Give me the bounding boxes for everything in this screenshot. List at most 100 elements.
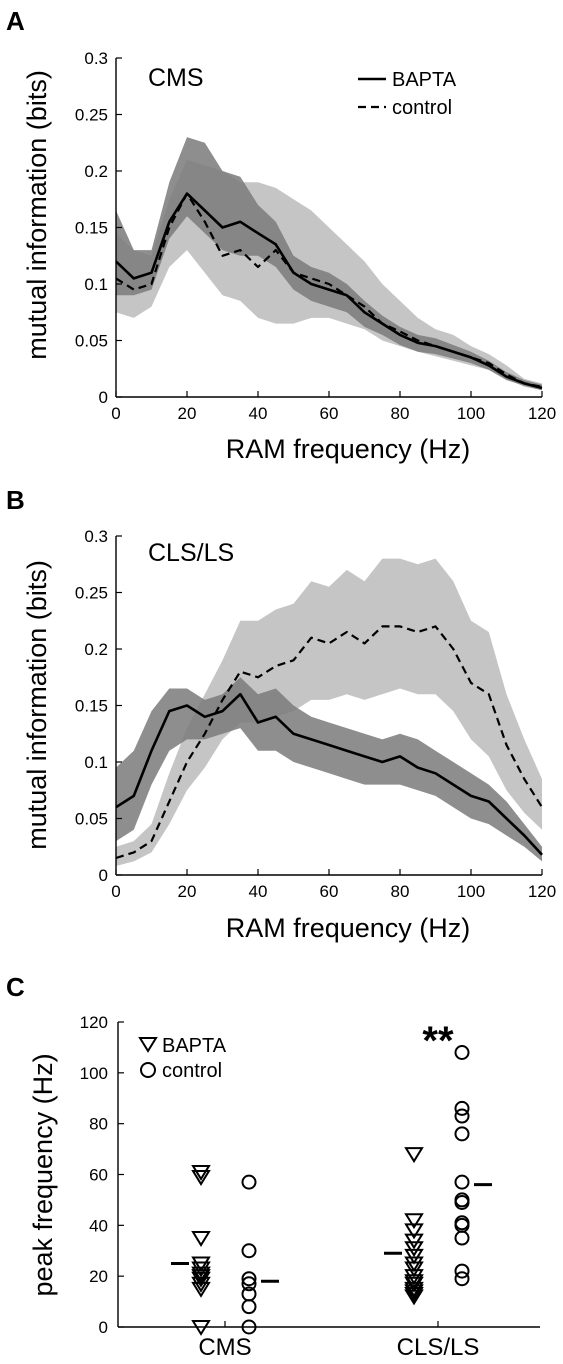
point-control-cms (241, 1174, 257, 1190)
panel-a-ytick-label: 0.25 (75, 106, 108, 125)
point-control-cls-ls (454, 1192, 470, 1208)
panel-a-ytick-label: 0 (99, 388, 108, 407)
legend-c-control-label: control (162, 1060, 222, 1082)
panel-a-ylabel: mutual information (bits) (22, 70, 52, 360)
legend-c-bapta-label: BAPTA (162, 1035, 227, 1057)
point-bapta-cms (191, 1271, 211, 1288)
panel-c-ytick-label: 80 (89, 1115, 108, 1134)
point-control-cls-ls (454, 1230, 470, 1246)
point-bapta-cms (191, 1170, 211, 1186)
point-control-cls-ls (454, 1174, 470, 1190)
panel-a-title: CMS (148, 64, 204, 92)
point-bapta-cms (191, 1276, 211, 1293)
panel-a-letter: A (6, 6, 25, 36)
panel-a-xtick-label: 100 (457, 404, 485, 423)
panel-c-ytick-label: 100 (80, 1064, 108, 1083)
point-control-cls-ls (454, 1126, 470, 1142)
point-bapta-cls-ls (404, 1241, 424, 1258)
panel-b-ylabel: mutual information (bits) (22, 560, 52, 850)
point-control-cls-ls (454, 1045, 470, 1060)
panel-c-letter: C (6, 972, 25, 1002)
point-bapta-cms (191, 1231, 211, 1247)
panel-b-xtick-label: 40 (249, 882, 268, 901)
point-control-cls-ls (454, 1271, 470, 1287)
panel-a-ytick-label: 0.2 (84, 162, 108, 181)
point-bapta-cls-ls (404, 1223, 424, 1240)
panel-a-plot: 0 0.05 0.1 0.15 0.2 0.25 0.3 0 20 40 60 80 100 120 (75, 49, 556, 423)
panel-b-ytick-label: 0.15 (75, 697, 108, 716)
panel-b-title: CLS/LS (148, 539, 234, 567)
point-bapta-cls-ls (404, 1256, 424, 1273)
point-control-cls-ls (454, 1108, 470, 1124)
panel-a-ytick-label: 0.1 (84, 275, 108, 294)
panel-b-xtick-label: 120 (528, 882, 556, 901)
point-control-cms (241, 1319, 257, 1335)
legend-circle-marker (140, 1062, 156, 1078)
point-control-cls-ls (454, 1263, 470, 1279)
panel-a-xlabel: RAM frequency (Hz) (226, 434, 471, 464)
panel-b-xlabel: RAM frequency (Hz) (226, 913, 471, 943)
panel-b-letter: B (6, 485, 25, 515)
panel-a-legend: BAPTA control (358, 69, 457, 119)
panel-c-ytick-label: 60 (89, 1166, 108, 1185)
panel-b-xtick-label: 60 (320, 882, 339, 901)
significance-marker: ** (422, 1019, 454, 1063)
panel-c-legend: BAPTA control (138, 1035, 227, 1082)
panel-a-xtick-label: 60 (320, 404, 339, 423)
point-bapta-cms (191, 1266, 211, 1283)
panel-b-ytick-label: 0.1 (84, 753, 108, 772)
point-bapta-cls-ls (404, 1276, 424, 1293)
panel-b-band-control (116, 558, 542, 866)
panel-b-ytick-label: 0.05 (75, 810, 108, 829)
panel-c-ytick-label: 20 (89, 1267, 108, 1286)
panel-b-ytick-label: 0.25 (75, 584, 108, 603)
point-control-cms (241, 1299, 257, 1315)
panel-c-ytick-label: 120 (80, 1013, 108, 1032)
panel-b-ytick-label: 0.2 (84, 640, 108, 659)
panel-a-line-control (115, 192, 543, 388)
category-label: CMS (198, 1334, 251, 1361)
point-bapta-cls-ls (404, 1233, 424, 1250)
panel-c-ytick-label: 0 (99, 1318, 108, 1337)
point-bapta-cls-ls (404, 1248, 424, 1265)
panel-b-line-bapta (115, 692, 543, 856)
legend-bapta-label: BAPTA (392, 69, 457, 91)
panel-a-xtick-label: 20 (178, 404, 197, 423)
panel-c-ytick-label: 40 (89, 1216, 108, 1235)
point-control-cls-ls (454, 1100, 470, 1116)
point-control-cms (241, 1276, 257, 1292)
panel-c-ylabel: peak frequency (Hz) (28, 1053, 58, 1296)
panel-a-xtick-label: 80 (391, 404, 410, 423)
point-bapta-cls-ls (404, 1147, 424, 1164)
panel-a-ytick-label: 0.05 (75, 332, 108, 351)
legend-control-label: control (392, 97, 452, 119)
panel-a-xtick-label: 0 (111, 404, 120, 423)
point-bapta-cms (191, 1261, 211, 1278)
point-bapta-cls-ls (404, 1213, 424, 1230)
panel-a-ytick-label: 0.15 (75, 219, 108, 238)
point-bapta-cms (191, 1256, 211, 1273)
panel-a-xtick-label: 120 (528, 404, 556, 423)
panel-b-ytick-label: 0.3 (84, 527, 108, 546)
panel-b-xtick-label: 100 (457, 882, 485, 901)
point-control-cms (241, 1243, 257, 1259)
panel-b-xtick-label: 80 (391, 882, 410, 901)
panel-b-ytick-label: 0 (99, 866, 108, 885)
panel-a-ytick-label: 0.3 (84, 49, 108, 68)
point-bapta-cls-ls (404, 1284, 424, 1301)
panel-c-plot: 0 20 40 60 80 100 120 CMS CLS/LS (80, 1013, 540, 1361)
panel-b-plot: 0 0.05 0.1 0.15 0.2 0.25 0.3 0 20 40 60 80 100 120 (75, 527, 556, 901)
point-control-cls-ls (454, 1215, 470, 1231)
panel-a-band-bapta (116, 137, 542, 391)
panel-b-line-control (115, 625, 543, 860)
panel-b-band-bapta (116, 677, 542, 862)
panel-a-xtick-label: 40 (249, 404, 268, 423)
point-bapta-cms (191, 1164, 211, 1181)
legend-triangle-marker (138, 1037, 158, 1053)
point-control-cms (241, 1271, 257, 1287)
category-label: CLS/LS (397, 1334, 480, 1361)
panel-b-xtick-label: 0 (111, 882, 120, 901)
point-bapta-cms (191, 1320, 211, 1336)
panel-b-xtick-label: 20 (178, 882, 197, 901)
